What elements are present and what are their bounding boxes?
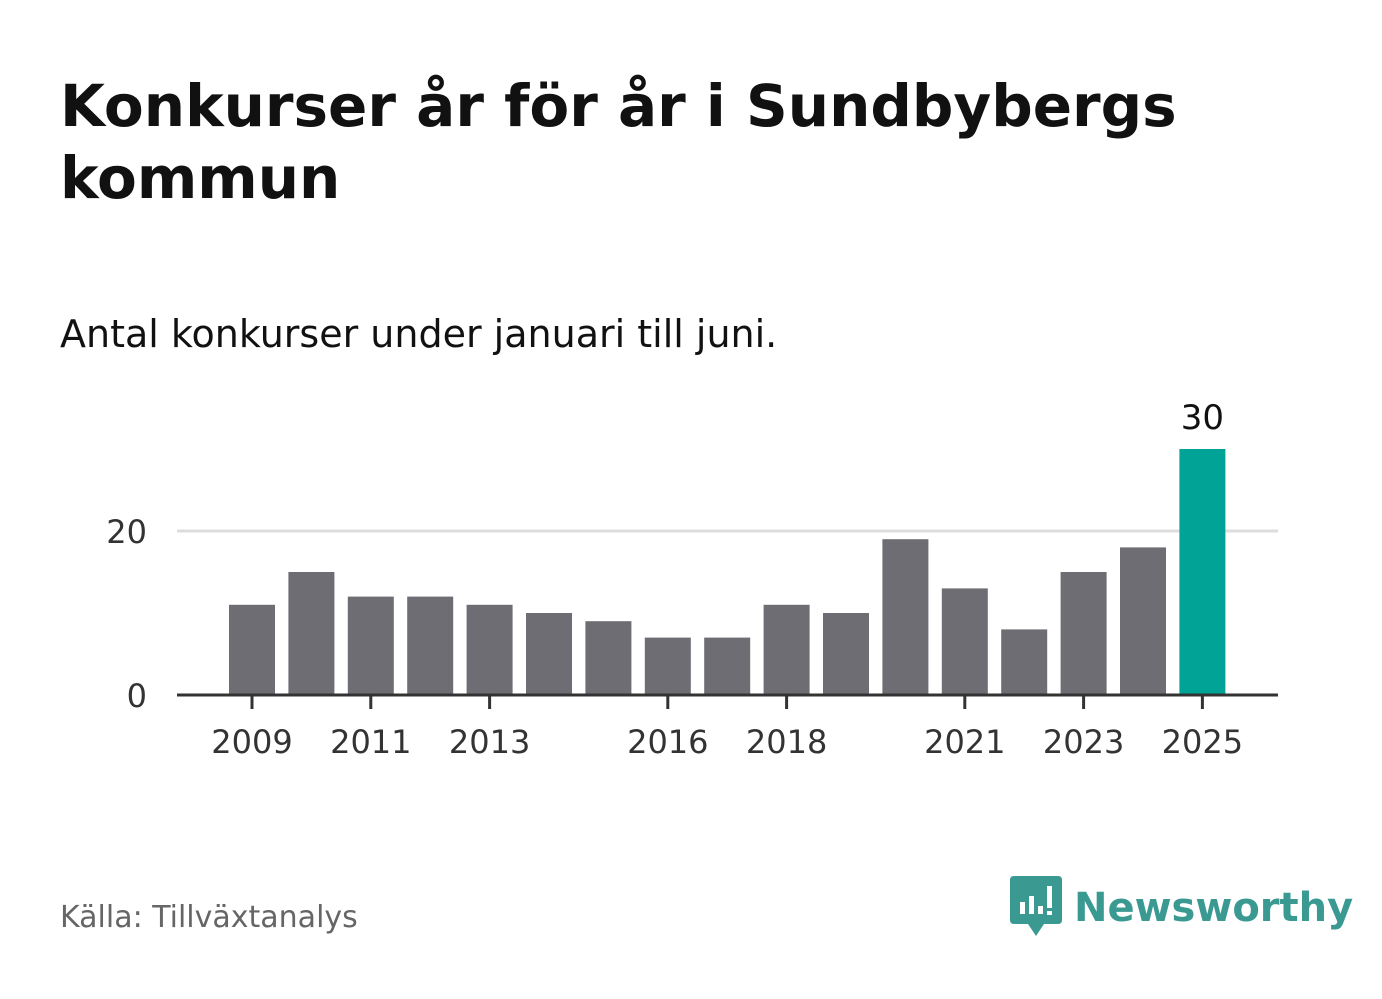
y-tick-label: 0 bbox=[127, 677, 147, 715]
bar-2011 bbox=[347, 596, 394, 695]
bar-2018 bbox=[763, 604, 810, 695]
x-tick-label: 2011 bbox=[330, 723, 411, 761]
bar-2020 bbox=[882, 539, 929, 695]
bar-chart: 0 20 2009 2011 2013 2016 2018 2021 2023 2025 30 bbox=[106, 398, 1278, 761]
bars bbox=[229, 449, 1226, 695]
x-tick-label: 2009 bbox=[211, 723, 292, 761]
y-tick-label: 20 bbox=[106, 513, 147, 551]
bar-2025 bbox=[1179, 449, 1226, 695]
labels: 0 20 2009 2011 2013 2016 2018 2021 2023 2025 30 bbox=[106, 398, 1243, 761]
x-tick-label: 2025 bbox=[1162, 723, 1243, 761]
chart-title: Konkurser år för år i Sundbybergs kommun bbox=[60, 72, 1177, 212]
bar-2017 bbox=[704, 637, 751, 695]
bar-2016 bbox=[644, 637, 691, 695]
bar-2012 bbox=[407, 596, 454, 695]
x-tick-label: 2021 bbox=[924, 723, 1005, 761]
brand: Newsworthy bbox=[1010, 876, 1353, 940]
axes bbox=[177, 693, 1278, 709]
bar-2021 bbox=[941, 588, 988, 695]
value-label: 30 bbox=[1181, 398, 1224, 438]
source-note: Källa: Tillväxtanalys bbox=[60, 900, 358, 935]
bar-2022 bbox=[1001, 629, 1048, 695]
bar-2019 bbox=[823, 613, 869, 695]
bar-2023 bbox=[1060, 572, 1107, 695]
chart-subtitle: Antal konkurser under januari till juni. bbox=[60, 312, 778, 356]
bar-2013 bbox=[466, 604, 513, 695]
x-tick-label: 2016 bbox=[627, 723, 708, 761]
bar-2014 bbox=[526, 613, 572, 695]
bar-2009 bbox=[229, 604, 275, 695]
bar-2024 bbox=[1120, 547, 1166, 695]
chart-speech-bubble-icon bbox=[1010, 876, 1062, 936]
bar-2015 bbox=[585, 621, 632, 695]
x-tick-label: 2023 bbox=[1043, 723, 1124, 761]
brand-name: Newsworthy bbox=[1074, 885, 1354, 931]
x-tick-label: 2013 bbox=[449, 723, 530, 761]
bar-2010 bbox=[288, 572, 335, 695]
x-tick-label: 2018 bbox=[746, 723, 827, 761]
